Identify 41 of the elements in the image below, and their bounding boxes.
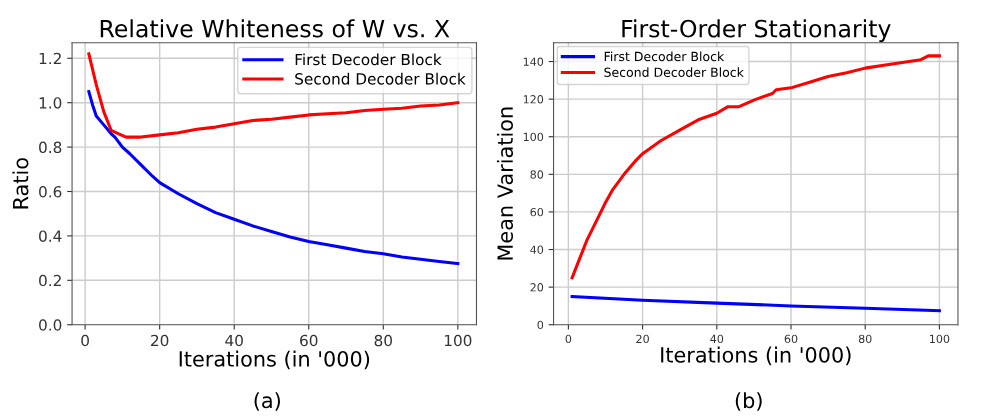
x-tick-label: 80 (374, 334, 392, 347)
y-tick-label: 0.4 (39, 230, 62, 242)
y-tick-label: 120 (523, 95, 544, 104)
chart-title: Relative Whiteness of W vs. X (100, 19, 450, 38)
text: (a) (254, 392, 280, 411)
y-axis-title: Mean Variation (496, 107, 514, 260)
legend-label: Second Decoder Block (295, 72, 466, 85)
y-tick-label: 0.2 (39, 274, 61, 287)
y-tick-label: 0 (537, 320, 544, 330)
x-tick-label: 40 (710, 334, 724, 344)
y-axis-title: Ratio (12, 158, 29, 209)
y-tick-label: 1.0 (39, 97, 62, 109)
y-tick-label: 100 (523, 132, 544, 142)
line-series (87, 90, 460, 266)
y-tick-label: 1.2 (39, 52, 61, 65)
x-tick-label: 60 (784, 334, 798, 344)
x-tick-label: 20 (151, 334, 169, 347)
legend-label: Second Decoder Block (604, 67, 744, 78)
x-tick-label: 0 (565, 334, 572, 344)
y-tick-label: 0.6 (39, 185, 62, 198)
x-tick-label: 40 (225, 334, 243, 347)
x-axis-title: Iterations (in '000) (179, 350, 370, 370)
x-tick-label: 0 (81, 334, 89, 347)
x-tick-label: 60 (300, 334, 318, 347)
legend-label: First Decoder Block (295, 53, 442, 66)
x-tick-label: 20 (636, 334, 649, 344)
chart-title: First-Order Stationarity (622, 19, 891, 43)
x-tick-label: 100 (444, 334, 472, 347)
y-tick-label: 0.0 (39, 319, 62, 331)
y-tick-label: 80 (530, 170, 544, 179)
y-tick-label: 20 (530, 283, 544, 292)
x-tick-label: 100 (930, 334, 950, 344)
y-tick-label: 60 (530, 207, 544, 217)
legend-label: First Decoder Block (604, 51, 725, 62)
line-series (570, 295, 941, 313)
x-tick-label: 80 (858, 334, 872, 344)
y-tick-label: 0.8 (39, 141, 62, 154)
x-axis-title: Iterations (in '000) (661, 346, 851, 366)
y-tick-label: 40 (530, 245, 544, 254)
text: (b) (735, 392, 762, 411)
y-tick-label: 140 (523, 57, 544, 66)
